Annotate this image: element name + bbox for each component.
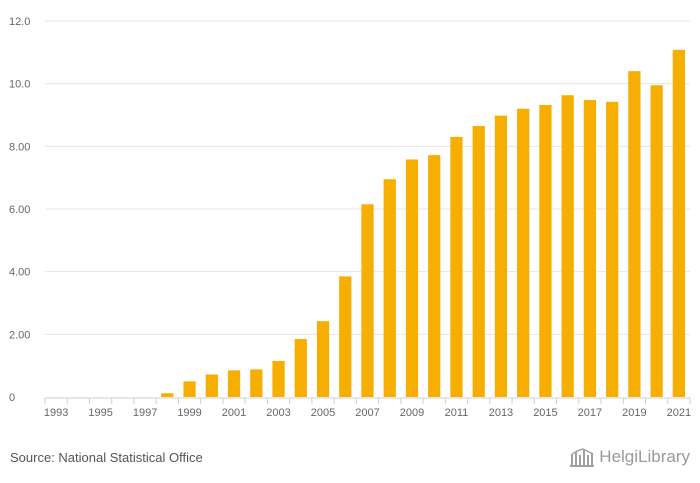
y-axis-ticks: 0 2.00 4.00 6.00 8.00 10.0 12.0 — [9, 16, 30, 404]
bar-2008 — [383, 179, 396, 397]
bar-1999 — [183, 381, 196, 397]
bar-2015 — [539, 104, 552, 398]
x-tick-label: 2015 — [533, 407, 557, 419]
bar-2003 — [272, 360, 285, 397]
x-tick-label: 2001 — [222, 407, 246, 419]
bar-2011 — [450, 136, 463, 397]
bar-2017 — [583, 99, 597, 398]
bar-2019 — [628, 71, 641, 397]
x-tick-label: 1995 — [88, 407, 112, 419]
bar-2020 — [650, 85, 663, 397]
brand-logo[interactable]: HelgiLibrary — [569, 446, 690, 468]
bar-2004 — [294, 339, 307, 397]
y-tick-label: 0 — [9, 392, 15, 404]
bar-2001 — [227, 370, 241, 397]
x-tick-label: 2017 — [578, 407, 602, 419]
x-tick-label: 2011 — [445, 407, 469, 419]
x-tick-label: 1997 — [133, 407, 157, 419]
x-tick-label: 1999 — [177, 407, 201, 419]
y-tick-label: 6.00 — [9, 204, 30, 216]
x-tick-label: 2009 — [400, 407, 424, 419]
bar-2016 — [561, 95, 574, 397]
chart-footer: Source: National Statistical Office Helg… — [0, 440, 700, 483]
bar-2010 — [428, 155, 441, 397]
y-tick-label: 2.00 — [9, 329, 30, 341]
x-tick-label: 2021 — [667, 407, 691, 419]
bar-2006 — [339, 276, 352, 397]
bar-2002 — [250, 369, 263, 397]
x-tick-label: 2003 — [266, 407, 290, 419]
y-tick-label: 10.0 — [9, 79, 30, 91]
x-tick-label: 2019 — [622, 407, 646, 419]
bar-2013 — [494, 115, 508, 398]
bars — [161, 49, 685, 398]
bar-2018 — [606, 101, 619, 397]
bar-2009 — [405, 159, 419, 397]
x-tick-label: 2007 — [355, 407, 379, 419]
y-tick-label: 12.0 — [9, 16, 30, 28]
x-tick-label: 2005 — [311, 407, 335, 419]
bar-2000 — [205, 374, 218, 397]
bar-1998 — [161, 393, 174, 397]
x-axis: 1993 1995 1997 1999 2001 2003 2005 2007 2009 2011… — [44, 397, 691, 419]
library-building-icon — [570, 448, 595, 467]
bar-2007 — [361, 204, 374, 397]
bar-2014 — [517, 108, 530, 397]
x-tick-label: 2013 — [489, 407, 513, 419]
brand-name: HelgiLibrary — [599, 447, 690, 466]
y-tick-label: 8.00 — [9, 141, 30, 153]
bar-2005 — [316, 321, 330, 397]
source-note: Source: National Statistical Office — [10, 450, 203, 465]
y-tick-label: 4.00 — [9, 267, 30, 279]
x-tick-label: 1993 — [44, 407, 68, 419]
bar-2021 — [672, 49, 685, 398]
bar-2012 — [472, 125, 485, 397]
